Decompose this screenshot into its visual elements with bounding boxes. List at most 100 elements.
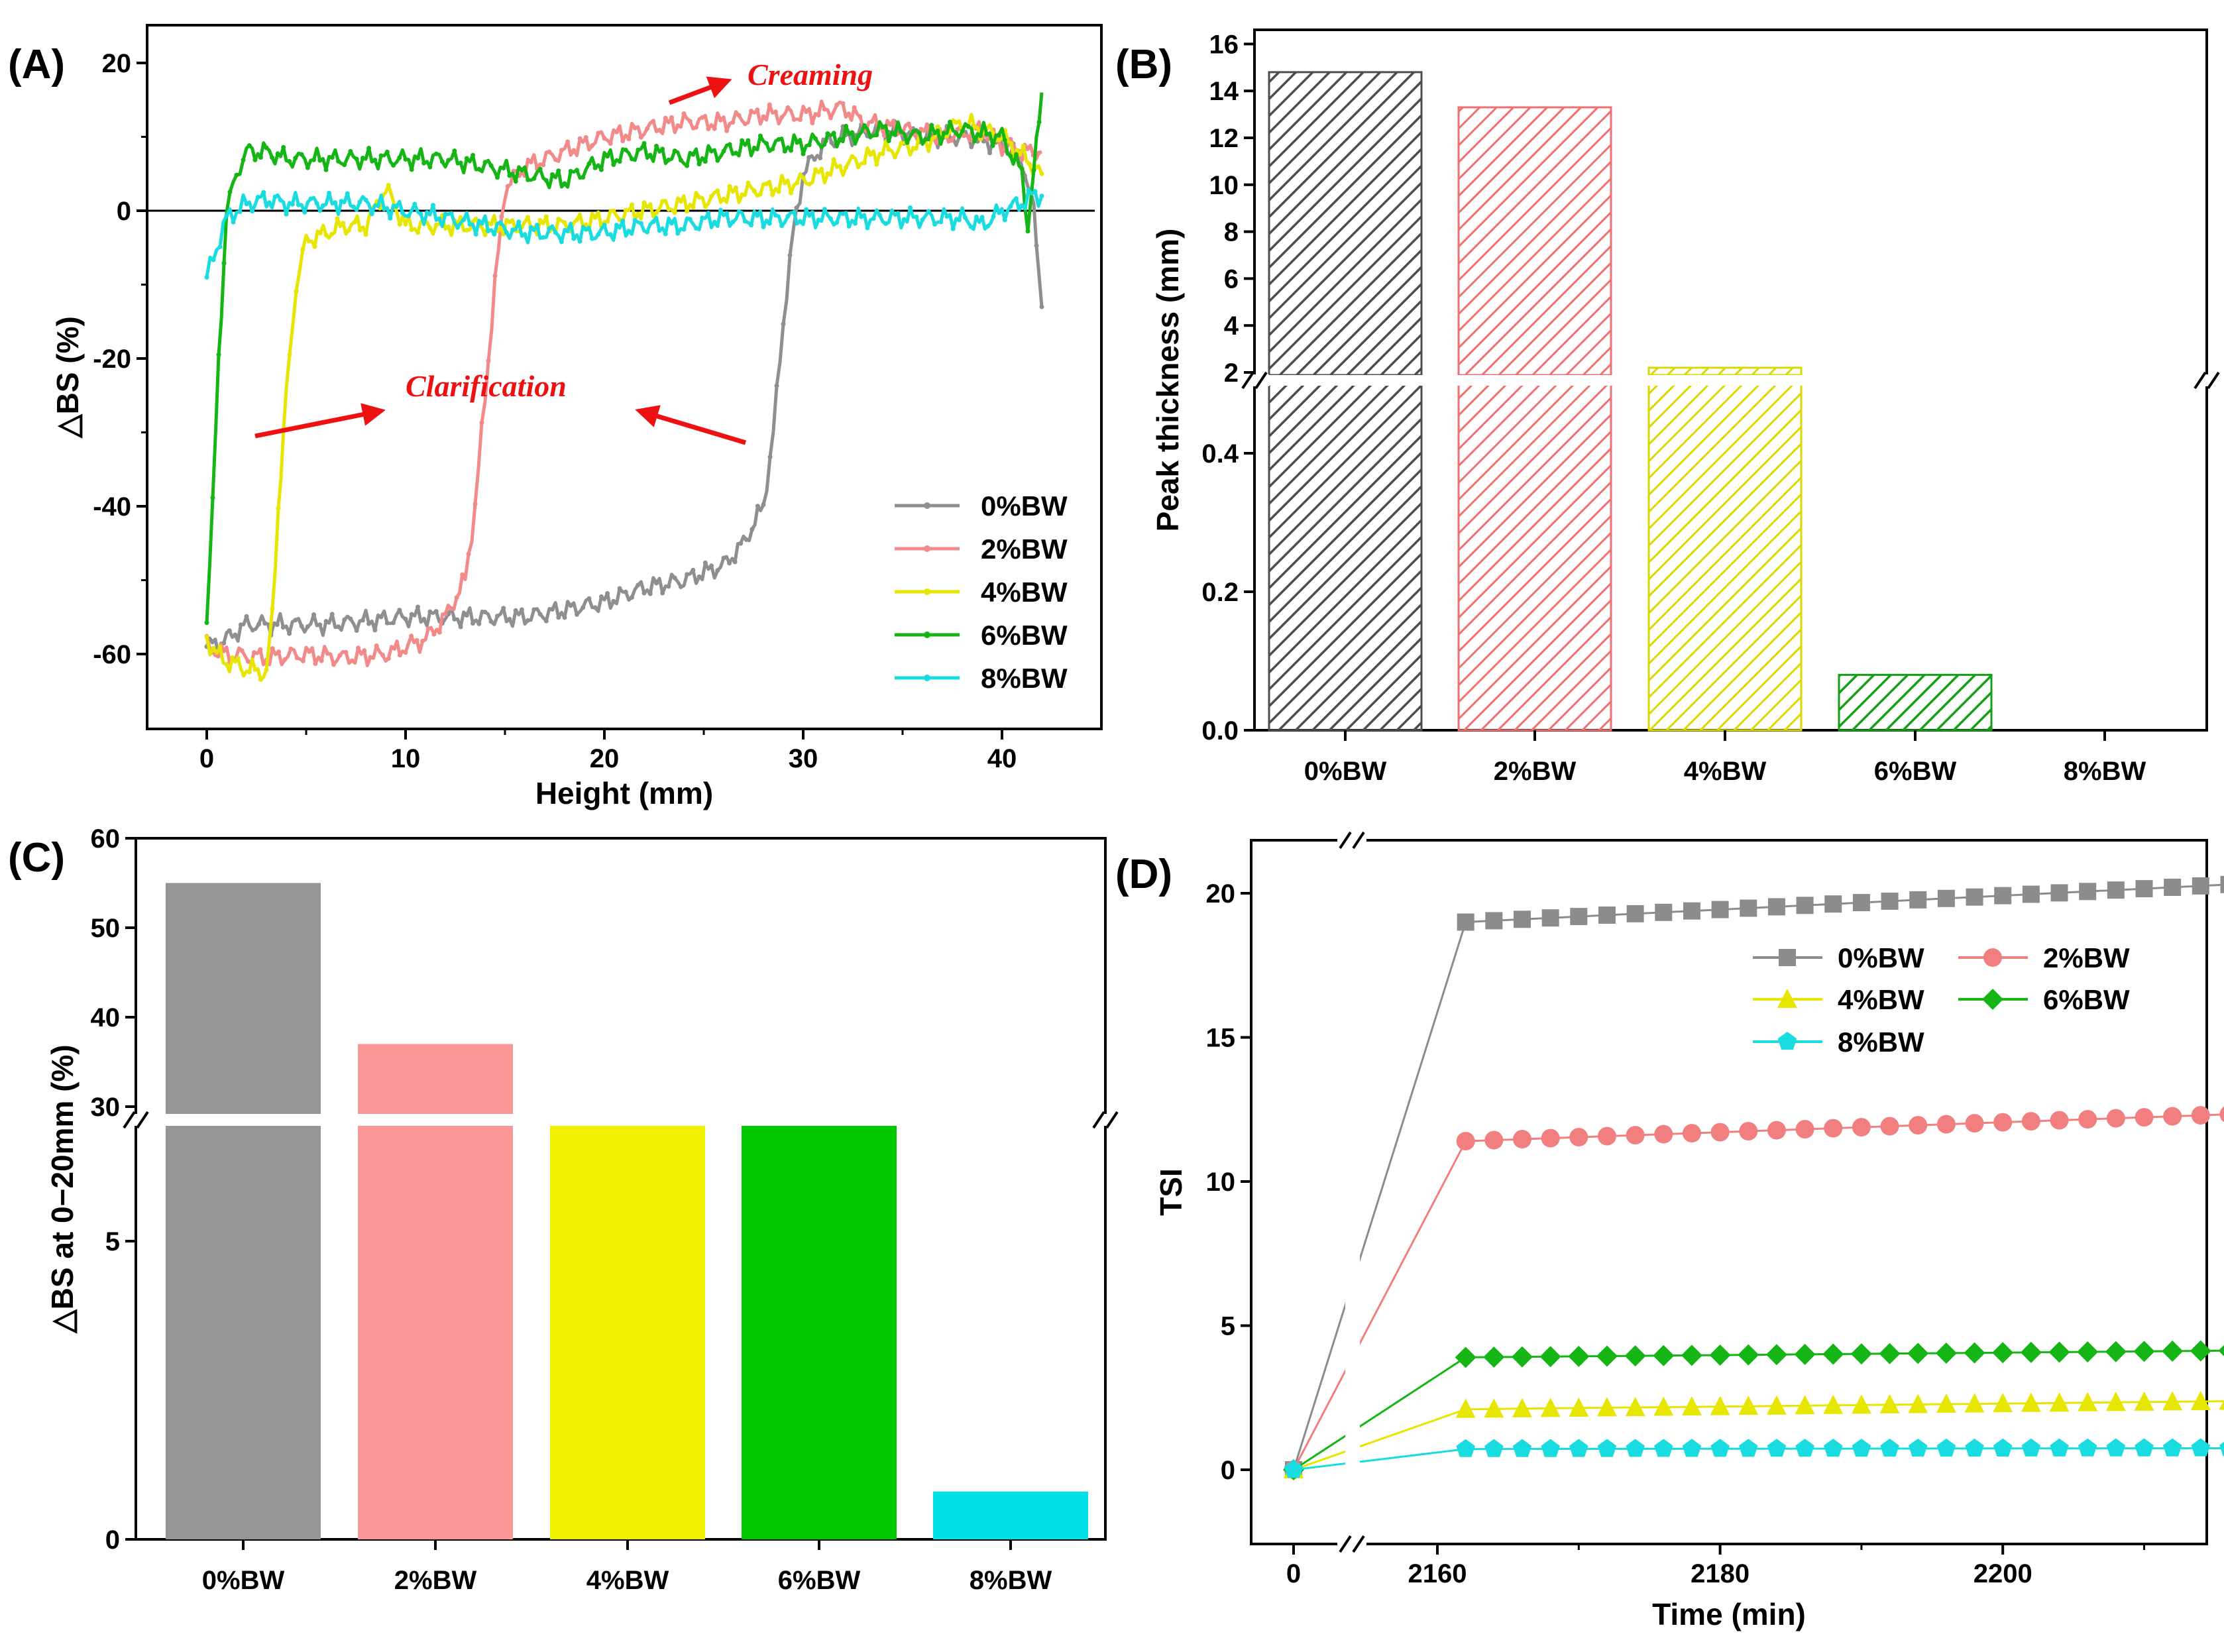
data-point — [535, 223, 539, 228]
data-point — [605, 154, 610, 159]
panel-c-label: (C) — [8, 835, 65, 881]
y-break-right — [1091, 1111, 1120, 1129]
data-point — [1569, 1397, 1589, 1417]
data-point — [1013, 196, 1019, 201]
y-break-left-slash-1 — [1241, 371, 1254, 390]
data-point — [901, 217, 907, 222]
data-point — [507, 219, 512, 225]
data-point — [893, 154, 897, 160]
data-point — [795, 180, 800, 186]
x-break-top — [1337, 831, 1366, 850]
data-point — [852, 105, 857, 110]
data-point — [611, 598, 616, 604]
data-point — [911, 129, 916, 134]
data-point — [581, 175, 586, 180]
data-point — [730, 120, 736, 125]
data-point — [871, 216, 876, 221]
data-point — [2021, 1112, 2040, 1131]
x-tick-label: 8%BW — [2064, 757, 2146, 786]
data-point — [531, 176, 537, 181]
data-point — [2050, 1438, 2069, 1457]
data-point — [339, 199, 344, 204]
data-point — [378, 614, 384, 620]
data-point — [384, 149, 390, 154]
data-point — [804, 207, 809, 212]
data-point — [620, 218, 626, 223]
legend-marker-0%BW — [1779, 949, 1796, 966]
data-point — [819, 144, 824, 150]
data-point — [985, 223, 991, 229]
data-point — [918, 127, 924, 132]
data-point — [433, 151, 439, 156]
data-point — [660, 590, 665, 596]
data-point — [2107, 881, 2125, 899]
data-point — [323, 167, 329, 172]
data-point — [343, 649, 349, 655]
bar-lower-4%BW — [1647, 383, 1803, 732]
data-point — [568, 603, 573, 608]
data-point — [1909, 891, 1927, 909]
data-point — [1710, 1439, 1730, 1457]
data-point — [773, 213, 778, 218]
data-point — [227, 628, 232, 633]
data-point — [666, 207, 671, 212]
data-point — [666, 584, 671, 589]
data-point — [372, 157, 378, 162]
data-point — [464, 227, 469, 233]
data-point — [299, 624, 304, 629]
data-point — [685, 572, 690, 577]
data-point — [360, 156, 365, 160]
data-point — [1824, 1119, 1843, 1138]
x-tick-label: 0%BW — [1304, 757, 1387, 786]
data-point — [596, 131, 601, 136]
data-point — [1025, 229, 1030, 234]
creaming-annotation: Creaming — [748, 58, 873, 91]
data-point — [2163, 1107, 2182, 1126]
data-point — [433, 609, 439, 614]
data-point — [917, 131, 922, 136]
y-break-right-slash-1 — [1092, 1111, 1105, 1129]
data-point — [356, 645, 361, 651]
data-point — [1964, 1393, 1985, 1413]
creaming-arrow — [668, 76, 732, 105]
data-point — [774, 383, 779, 388]
data-point — [244, 614, 249, 619]
data-point — [495, 175, 500, 180]
panel-c-plot: 0%BW 2%BW 4%BW 6%BW 8%BW 0 5 30 40 50 60 △BS at 0−2… — [45, 824, 1120, 1595]
data-point — [366, 621, 372, 626]
data-point — [706, 211, 711, 216]
data-point — [2219, 1106, 2224, 1123]
data-point — [596, 232, 601, 237]
data-point — [204, 275, 209, 280]
data-point — [2219, 1441, 2224, 1457]
data-point — [1936, 1115, 1956, 1134]
data-point — [2050, 884, 2068, 902]
data-point — [348, 148, 353, 154]
data-point — [715, 188, 720, 193]
y-tick-label: 60 — [91, 824, 121, 854]
data-point — [317, 158, 323, 163]
x-tick-label: 4%BW — [586, 1566, 669, 1595]
y-tick-label: 0 — [117, 197, 131, 226]
data-point — [630, 595, 634, 600]
data-point — [388, 215, 393, 221]
data-point — [801, 175, 806, 180]
data-point — [755, 213, 760, 218]
data-point — [751, 145, 757, 150]
data-point — [822, 207, 827, 212]
data-point — [409, 227, 414, 233]
data-point — [255, 195, 260, 199]
data-point — [973, 214, 979, 219]
data-point — [954, 120, 959, 125]
data-point — [672, 210, 677, 215]
bar-upper-0%BW — [166, 883, 321, 1114]
data-point — [482, 610, 488, 615]
data-point — [724, 128, 730, 133]
data-point — [2078, 1438, 2097, 1457]
x-tick-label: 6%BW — [1874, 757, 1957, 786]
y-tick-label: -40 — [93, 492, 131, 522]
data-point — [2077, 1341, 2099, 1363]
data-point — [280, 625, 286, 630]
data-point — [369, 211, 374, 217]
data-point — [709, 563, 714, 569]
